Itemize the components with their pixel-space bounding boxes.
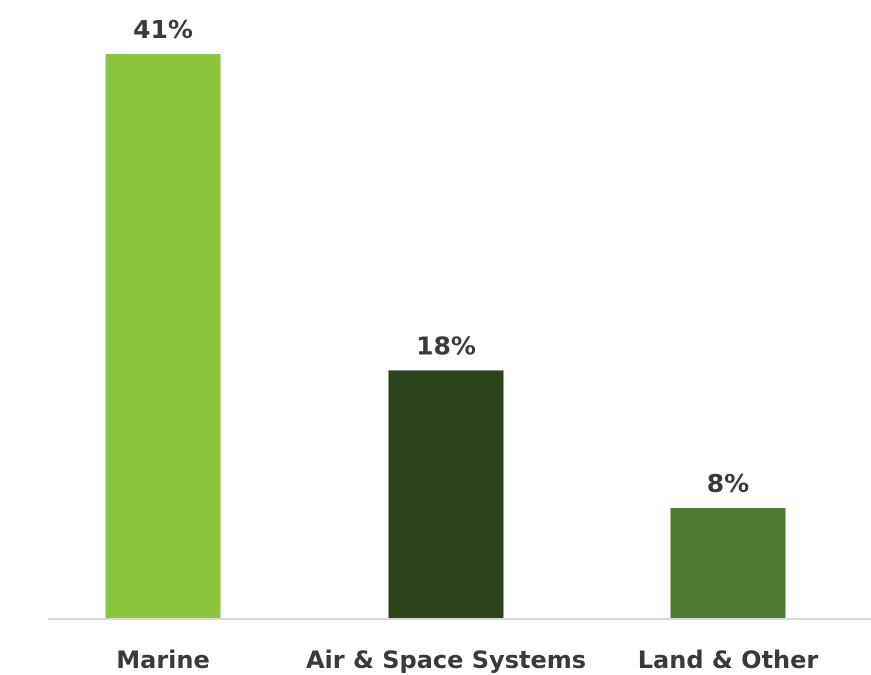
bar-land-other (670, 508, 786, 618)
bar-marine (105, 54, 221, 618)
data-labels-group: 41% 18% 8% (133, 15, 749, 498)
bar-air-space-systems (388, 370, 504, 618)
data-label: 41% (133, 15, 193, 44)
category-labels-group: Marine Air & Space Systems Land & Other (116, 646, 818, 674)
data-label: 8% (707, 469, 749, 498)
bars-group (105, 54, 786, 618)
category-label: Air & Space Systems (306, 646, 586, 674)
category-label: Marine (116, 646, 210, 674)
category-label: Land & Other (638, 646, 819, 674)
data-label: 18% (416, 331, 476, 360)
